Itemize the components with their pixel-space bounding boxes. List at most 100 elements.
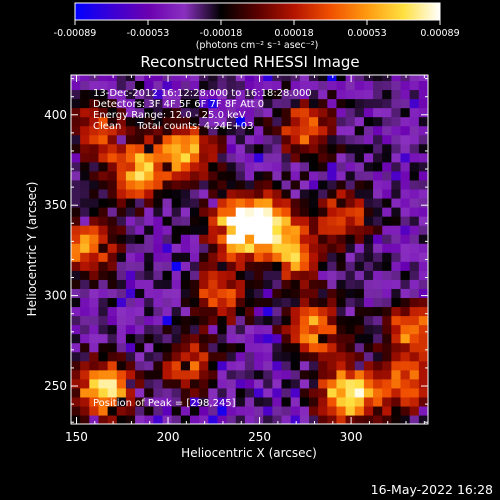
heatmap-cell — [272, 288, 283, 299]
heatmap-cell — [281, 80, 292, 91]
heatmap-cell — [98, 261, 109, 271]
heatmap-cell — [363, 143, 374, 154]
heatmap-cell — [80, 351, 90, 362]
heatmap-cell — [125, 243, 136, 253]
heatmap-cell — [418, 387, 428, 398]
heatmap-cell — [89, 197, 100, 208]
heatmap-cell — [345, 360, 356, 371]
heatmap-cell — [281, 324, 292, 335]
heatmap-cell — [254, 387, 264, 398]
heatmap-cell — [208, 306, 219, 317]
heatmap-cell — [153, 387, 164, 398]
heatmap-cell — [180, 143, 191, 154]
heatmap-cell — [272, 252, 283, 262]
heatmap-cell — [309, 369, 319, 380]
heatmap-cell — [190, 297, 200, 308]
heatmap-cell — [336, 225, 347, 235]
heatmap-cell — [409, 288, 420, 299]
heatmap-cell — [373, 387, 383, 398]
heatmap-cell — [235, 89, 246, 100]
heatmap-cell — [107, 279, 118, 289]
heatmap-cell — [336, 351, 347, 362]
heatmap-cell — [144, 288, 154, 299]
heatmap-cell — [345, 234, 356, 244]
heatmap-cell — [400, 75, 411, 82]
heatmap-cell — [263, 116, 273, 127]
heatmap-cell — [299, 125, 310, 136]
heatmap-cell — [244, 270, 255, 280]
heatmap-cell — [125, 333, 136, 344]
heatmap-cell — [80, 288, 90, 299]
heatmap-cell — [171, 405, 182, 416]
heatmap-cell — [309, 279, 319, 289]
heatmap-cell — [263, 306, 273, 317]
heatmap-cell — [281, 288, 292, 299]
heatmap-cell — [272, 80, 283, 91]
heatmap-cell — [80, 234, 90, 244]
heatmap-cell — [244, 306, 255, 317]
heatmap-cell — [144, 315, 154, 326]
heatmap-cell — [281, 125, 292, 136]
heatmap-cell — [89, 405, 100, 416]
heatmap-cell — [272, 116, 283, 127]
heatmap-cell — [89, 188, 100, 199]
colorbar-tick-label: -0.00053 — [127, 28, 170, 39]
heatmap-cell — [327, 216, 338, 226]
heatmap-cell — [318, 216, 328, 226]
heatmap-cell — [98, 234, 109, 244]
heatmap-cell — [409, 396, 420, 407]
heatmap-cell — [363, 107, 374, 118]
heatmap-cell — [299, 188, 310, 199]
heatmap-cell — [309, 252, 319, 262]
heatmap-cell — [318, 378, 328, 389]
heatmap-cell — [144, 378, 154, 389]
heatmap-cell — [180, 134, 191, 145]
heatmap-cell — [281, 360, 292, 371]
heatmap-cell — [327, 324, 338, 335]
heatmap-cell — [80, 152, 90, 163]
heatmap-cell — [363, 396, 374, 407]
heatmap-cell — [382, 143, 392, 154]
heatmap-cell — [208, 378, 219, 389]
heatmap-cell — [418, 333, 428, 344]
heatmap-cell — [400, 161, 411, 172]
heatmap-cell — [162, 170, 173, 181]
heatmap-cell — [373, 396, 383, 407]
heatmap-cell — [400, 378, 411, 389]
heatmap-cell — [190, 270, 200, 280]
heatmap-cell — [144, 207, 154, 217]
heatmap-cell — [290, 387, 301, 398]
heatmap-cell — [272, 197, 283, 208]
heatmap-cell — [309, 125, 319, 136]
heatmap-cell — [135, 234, 145, 244]
heatmap-cell — [363, 80, 374, 91]
heatmap-cell — [373, 116, 383, 127]
heatmap-cell — [235, 225, 246, 235]
heatmap-cell — [180, 270, 191, 280]
heatmap-cell — [327, 80, 338, 91]
heatmap-cell — [272, 207, 283, 217]
heatmap-cell — [354, 378, 365, 389]
heatmap-cell — [327, 306, 338, 317]
heatmap-cell — [373, 134, 383, 145]
heatmap-cell — [217, 306, 228, 317]
heatmap-cell — [98, 125, 109, 136]
heatmap-cell — [290, 75, 301, 82]
heatmap-cell — [309, 243, 319, 253]
heatmap-cell — [244, 188, 255, 199]
annotation-time-range: 13-Dec-2012 16:12:28.000 to 16:18:28.000 — [93, 88, 312, 99]
x-tick-label: 300 — [340, 430, 363, 444]
heatmap-cell — [71, 324, 81, 335]
heatmap-cell — [318, 125, 328, 136]
heatmap-cell — [180, 107, 191, 118]
heatmap-cell — [162, 89, 173, 100]
heatmap-cell — [336, 216, 347, 226]
heatmap-cell — [391, 197, 402, 208]
heatmap-cell — [153, 378, 164, 389]
heatmap-cell — [116, 270, 127, 280]
heatmap-cell — [162, 324, 173, 335]
heatmap-cell — [318, 342, 328, 353]
heatmap-cell — [299, 170, 310, 181]
heatmap-cell — [336, 89, 347, 100]
heatmap-cell — [281, 378, 292, 389]
